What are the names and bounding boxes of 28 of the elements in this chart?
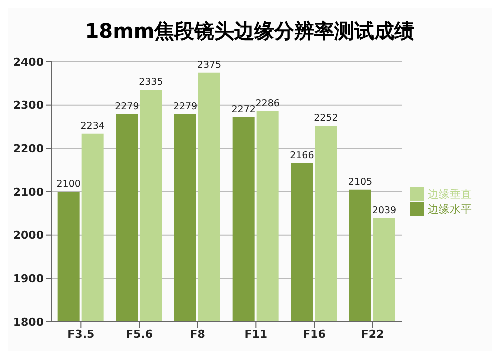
legend-label: 边缘水平	[428, 202, 472, 216]
x-tick-label: F3.5	[68, 328, 95, 341]
y-tick-label: 1900	[13, 272, 44, 286]
y-tick-label: 2100	[13, 186, 44, 199]
chart-title: 18mm焦段镜头边缘分辨率测试成绩	[84, 18, 416, 45]
data-label: 2286	[256, 98, 280, 110]
data-label: 2335	[139, 77, 164, 88]
y-tick-label: 2400	[13, 56, 44, 69]
y-tick-label: 1800	[13, 316, 44, 329]
data-label: 2252	[314, 113, 338, 124]
data-label: 2100	[56, 179, 81, 190]
legend-label: 边缘垂直	[428, 188, 472, 200]
data-label: 2039	[372, 205, 397, 216]
y-tick-label: 2200	[13, 142, 44, 156]
data-label: 2375	[197, 60, 222, 71]
x-tick-label: F22	[361, 328, 384, 341]
y-tick-label: 2300	[13, 99, 44, 112]
data-label: 2234	[80, 120, 105, 132]
x-tick-label: F8	[190, 328, 206, 341]
data-label: 2105	[348, 176, 373, 188]
data-label: 2272	[232, 104, 256, 116]
x-tick-label: F11	[244, 328, 268, 341]
y-tick-label: 2000	[13, 229, 44, 242]
x-tick-label: F16	[303, 328, 326, 341]
x-tick-label: F5.6	[126, 328, 154, 341]
data-label: 2279	[173, 101, 198, 112]
data-label: 2166	[290, 150, 314, 162]
data-label: 2279	[115, 101, 140, 112]
